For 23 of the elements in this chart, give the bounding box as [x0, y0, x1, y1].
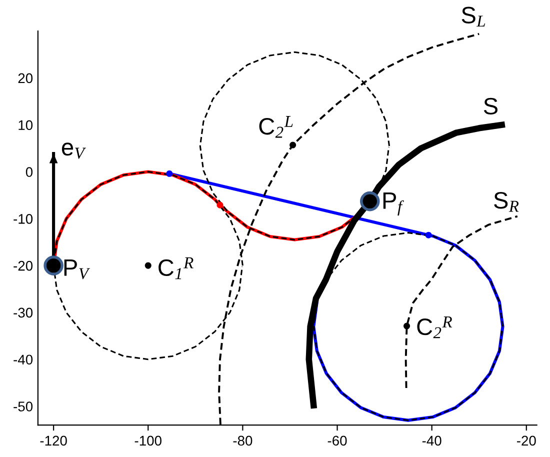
annotation: C$_{2}$$^{L}$	[259, 116, 293, 138]
y-tick-label: 20	[18, 73, 33, 84]
x-tick-label: -20	[516, 436, 536, 446]
annotation: C$_{1}$$^{R}$	[158, 257, 194, 280]
y-tick-label: -30	[14, 308, 33, 318]
annotation: S$_{R}$	[494, 192, 519, 212]
x-tick-label: -80	[233, 436, 252, 446]
y-tick-label: -10	[14, 214, 33, 224]
annotation: C$_{2}$$^{R}$	[417, 316, 452, 338]
y-tick-label: 0	[26, 167, 33, 177]
x-tick-label: -100	[134, 436, 162, 446]
annotation: S$_{L}$	[462, 6, 486, 27]
y-tick-label: -40	[14, 354, 33, 365]
x-tick-label: -40	[422, 436, 442, 446]
annotation: P$_{V}$	[64, 260, 90, 280]
y-tick-label: 10	[18, 120, 33, 130]
y-tick-label: -20	[14, 260, 33, 271]
annotation: e$_{V}$	[62, 142, 86, 159]
y-tick-label: -50	[14, 402, 33, 412]
annotation: S	[484, 98, 498, 115]
x-tick-label: -60	[328, 436, 347, 446]
x-tick-label: -120	[40, 436, 67, 446]
annotation: P$_{f}$	[383, 192, 404, 216]
